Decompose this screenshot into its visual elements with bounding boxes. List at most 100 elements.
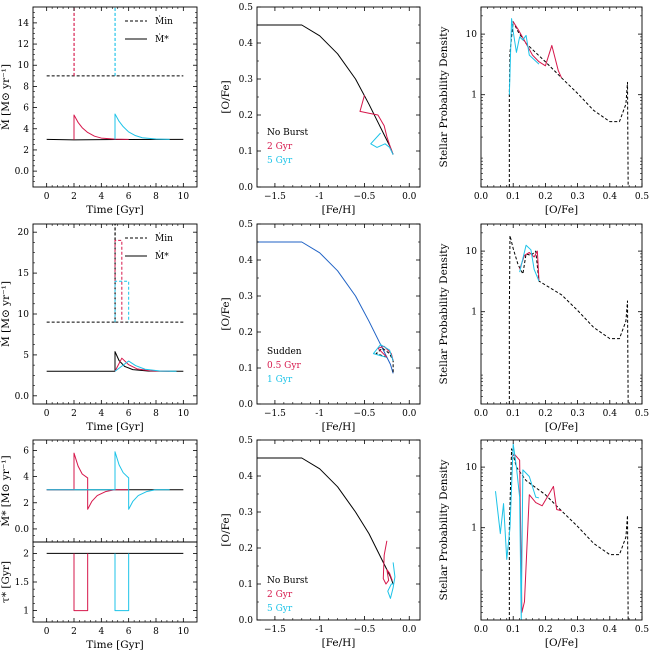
- x-axis-label: [O/Fe]: [545, 204, 578, 216]
- legend-label: Ṁin: [155, 15, 173, 27]
- y-axis-label: Ṁ [M⊙ yr⁻¹]: [0, 281, 12, 347]
- x-tick-label: 0.3: [570, 192, 585, 202]
- x-tick-label: −1.5: [264, 409, 286, 419]
- y-tick-label: 10: [466, 30, 478, 40]
- y-tick-label: 0.1: [239, 147, 253, 157]
- x-axis-label: [Fe/H]: [322, 637, 356, 649]
- series-group: [494, 443, 629, 620]
- series-group: [257, 241, 394, 374]
- x-tick-label: 0.4: [603, 192, 618, 202]
- annotation-label: 5 Gyr: [267, 604, 293, 614]
- annotation-label: Sudden: [267, 347, 302, 357]
- legend-label: Ṁin: [155, 232, 173, 244]
- y-tick-label: 8: [23, 82, 29, 92]
- x-tick-label: 0: [44, 192, 50, 202]
- series-line-cyan-2: [519, 244, 540, 282]
- x-tick-label: 0.3: [570, 409, 585, 419]
- y-tick-label: 10: [466, 247, 478, 257]
- series-line-cyan-5: [114, 360, 177, 372]
- x-tick-label: 0.0: [402, 409, 417, 419]
- x-tick-label: 8: [153, 409, 159, 419]
- series-line-red-1: [46, 452, 129, 510]
- x-tick-label: 0.5: [635, 625, 650, 635]
- x-axis-label: Time [Gyr]: [86, 421, 143, 433]
- annotation-label: 5 Gyr: [267, 156, 293, 166]
- y-tick-label: 12: [18, 40, 29, 50]
- y-tick-label: 10: [466, 463, 478, 473]
- y-tick-label: 0.4: [239, 39, 254, 49]
- legend-label: Ṁ*: [155, 33, 169, 45]
- x-tick-label: 0: [44, 627, 50, 637]
- series-line-cyan-2: [370, 132, 394, 155]
- x-tick-label: −1.5: [264, 192, 286, 202]
- x-axis-label: Time [Gyr]: [86, 639, 143, 651]
- series-group: [257, 457, 396, 599]
- series-line-black-1: [46, 138, 184, 141]
- y-tick-label: 0.1: [239, 580, 253, 590]
- panel-r3c3: 0.0 0.1 0.2 0.3 0.4 0.5 1 10 [O/Fe] Stellar Proba…: [438, 439, 650, 649]
- x-axis-label: [Fe/H]: [322, 204, 356, 216]
- y-tick-label: 0.0: [239, 400, 254, 410]
- y-tick-label: 4: [23, 473, 29, 483]
- x-tick-label: 2: [71, 627, 77, 637]
- panel-r1c1: 0 2 4 6 8 10 0.0 2 4 6 8 10 12 14 Time [Gyr] Ṁ [M⊙ yr⁻¹…: [0, 6, 198, 216]
- series-group: [46, 7, 184, 141]
- series-group: [257, 24, 394, 155]
- series-line-red-1: [382, 540, 393, 585]
- series-line-cyan-2: [508, 18, 540, 95]
- series-line-cyan-4: [114, 280, 130, 323]
- series-line-red-1: [359, 95, 394, 155]
- x-tick-label: 0.5: [635, 192, 650, 202]
- series-line-cyan-2: [387, 562, 396, 599]
- y-tick-label: 0.4: [239, 472, 254, 482]
- series-line-black-0: [508, 21, 629, 187]
- y-tick-label: 0.5: [239, 220, 254, 230]
- y-tick-label: 2: [23, 146, 29, 156]
- x-tick-label: 8: [153, 192, 159, 202]
- y-tick-label: 0.3: [239, 508, 254, 518]
- x-axis-label: [Fe/H]: [322, 421, 356, 433]
- panel-r3c1a: 0.0 2 4 6 Ṁ* [M⊙ yr⁻¹]: [0, 439, 198, 543]
- y-tick-label: 15: [18, 269, 30, 279]
- x-tick-label: 0.0: [474, 409, 489, 419]
- y-axis-label: [O/Fe]: [220, 80, 232, 113]
- legend-label: Ṁ*: [155, 250, 169, 262]
- x-tick-label: 6: [126, 192, 132, 202]
- y-tick-label: 0.5: [239, 3, 254, 13]
- x-tick-label: −0.5: [354, 625, 376, 635]
- y-tick-label: 0.0: [239, 616, 254, 626]
- panel-r1c2: −1.5 -1 −0.5 0.0 0.0 0.1 0.2 0.3 0.4 0.5 [Fe/H] [O/…: [220, 3, 421, 216]
- x-tick-label: -1: [315, 625, 324, 635]
- y-tick-label: 1: [471, 308, 477, 318]
- x-tick-label: 0.4: [603, 625, 618, 635]
- series-line-blue-0: [257, 241, 394, 374]
- y-tick-label: 20: [18, 228, 30, 238]
- series-line-cyan-3: [372, 344, 394, 361]
- y-tick-label: 14: [18, 19, 30, 29]
- x-tick-label: -1: [315, 192, 324, 202]
- x-tick-label: 0.2: [538, 625, 552, 635]
- y-tick-label: 6: [23, 104, 29, 114]
- x-tick-label: 2: [71, 192, 77, 202]
- series-line-cyan-2: [46, 451, 170, 510]
- x-tick-label: 0.0: [402, 625, 417, 635]
- x-tick-label: 10: [178, 192, 190, 202]
- x-tick-label: 6: [126, 627, 132, 637]
- y-tick-label: 0.5: [239, 436, 254, 446]
- annotation-label: 0.5 Gyr: [267, 361, 301, 371]
- x-tick-label: 0.2: [538, 409, 552, 419]
- series-line-red-3: [114, 357, 170, 372]
- y-axis-label: [O/Fe]: [220, 513, 232, 546]
- series-line-black-0: [46, 224, 184, 323]
- series-line-red-1: [511, 454, 562, 613]
- annotation-label: 2 Gyr: [267, 142, 293, 152]
- x-tick-label: 0.1: [506, 409, 520, 419]
- panel-r1c3: 0.0 0.1 0.2 0.3 0.4 0.5 1 10 [O/Fe] Stellar Proba…: [438, 6, 650, 216]
- y-axis-label: Stellar Probability Density: [438, 243, 450, 384]
- y-tick-label: 0.3: [239, 75, 254, 85]
- y-axis-label: [O/Fe]: [220, 297, 232, 330]
- panel-r3c1b: 0 2 4 6 8 10 1 1.5 2 Time [Gyr] τ* [Gyr]: [0, 541, 198, 651]
- axes-frame: [480, 439, 643, 621]
- x-tick-label: 4: [98, 627, 104, 637]
- series-line-red-1: [512, 21, 562, 79]
